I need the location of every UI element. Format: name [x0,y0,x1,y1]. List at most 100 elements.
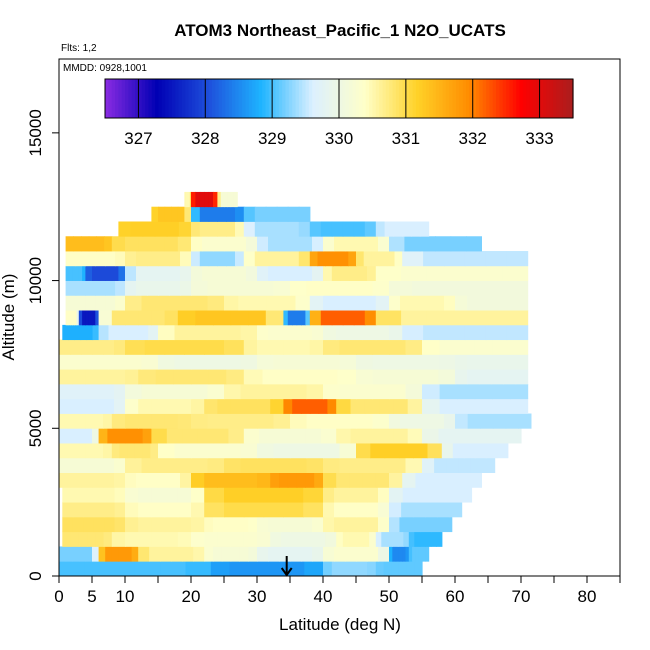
heatmap-cell [276,251,289,267]
heatmap-cell [318,369,338,385]
colorbar-swatch [395,79,400,118]
heatmap-cell [92,354,110,370]
colorbar-swatch [392,79,397,118]
heatmap-cell [306,280,324,296]
heatmap-cell [301,265,313,281]
heatmap-cell [118,221,132,237]
colorbar-swatch [208,79,213,118]
heatmap-cell [425,502,438,518]
heatmap-cell [74,310,78,326]
heatmap-cell [81,383,93,400]
heatmap-cell [59,383,71,400]
heatmap-cell [174,383,192,400]
colorbar-swatch [569,79,574,118]
heatmap-cell [375,310,402,326]
heatmap-cell [470,457,484,473]
heatmap-cell [114,487,126,503]
heatmap-cell [279,236,291,252]
heatmap-cell [412,546,416,562]
heatmap-cell [191,280,209,296]
colorbar-swatch [235,79,240,118]
heatmap-cell [92,324,100,341]
heatmap-cell [70,383,82,400]
heatmap-cell [379,251,388,267]
heatmap-cell [279,472,289,488]
heatmap-cell [364,310,377,326]
heatmap-cell [345,487,357,503]
heatmap-cell [59,457,71,473]
heatmap-cell [384,443,400,459]
colorbar-swatch [325,79,330,118]
heatmap-cell [67,413,78,429]
heatmap-cell [444,487,459,503]
heatmap-cell [389,295,401,311]
heatmap-cell [202,236,214,252]
heatmap-cell [208,206,218,222]
heatmap-cell [340,251,349,267]
colorbar-swatch [519,79,524,118]
heatmap-cell [393,428,409,444]
heatmap-cell [111,236,126,252]
heatmap-cell [362,531,370,547]
x-tick-label: 10 [116,587,135,606]
chart-title: ATOM3 Northeast_Pacific_1 N2O_UCATS [174,21,506,40]
colorbar-swatch [278,79,283,118]
heatmap-cell [268,236,280,252]
heatmap-cell [290,324,302,341]
heatmap-cell [257,516,269,533]
colorbar-swatch [158,79,163,118]
heatmap-cell [492,339,511,355]
heatmap-cell [438,354,456,370]
heatmap-cell [336,472,350,488]
heatmap-cell [257,443,275,459]
heatmap-cell [290,428,306,444]
heatmap-cell [207,354,225,370]
heatmap-cell [98,310,113,326]
heatmap-cell [381,531,388,547]
heatmap-cell [125,546,133,562]
colorbar-swatch [272,79,277,118]
heatmap-cell [451,265,478,281]
heatmap-cell [138,413,152,429]
heatmap-cell [62,531,72,547]
heatmap-cell [125,531,139,547]
heatmap-cell [74,324,82,341]
heatmap-cell [230,516,240,533]
colorbar-swatch [422,79,427,118]
heatmap-cell [204,546,214,562]
heatmap-cell [204,531,218,547]
heatmap-cell [309,295,324,311]
heatmap-cell [158,251,170,267]
colorbar-swatch [502,79,507,118]
heatmap-cell [178,221,192,237]
heatmap-cell [362,324,377,341]
heatmap-cell [370,443,386,459]
heatmap-cell [422,428,440,444]
heatmap-cell [191,251,201,267]
heatmap-cell [138,487,152,503]
heatmap-cell [301,398,311,414]
heatmap-cell [243,531,258,547]
heatmap-cell [125,472,137,488]
heatmap-cell [98,546,106,562]
heatmap-cell [422,546,426,562]
heatmap-cell [356,354,374,370]
heatmap-cell [150,443,159,459]
heatmap-cell [94,443,104,459]
heatmap-cell [389,487,404,503]
heatmap-cell [312,546,324,562]
colorbar-swatch [476,79,480,118]
heatmap-cell [323,443,341,459]
heatmap-cell [479,354,492,370]
location-arrow-marker [280,556,293,577]
heatmap-cell [379,428,394,444]
heatmap-cell [349,265,359,281]
heatmap-cell [217,221,227,237]
heatmap-cell [199,221,210,237]
heatmap-cell [342,310,355,326]
heatmap-cell [364,398,380,414]
colorbar-swatch [265,79,270,118]
heatmap-cell [72,428,80,444]
colorbar-swatch [302,79,307,118]
heatmap-cell [405,354,423,370]
